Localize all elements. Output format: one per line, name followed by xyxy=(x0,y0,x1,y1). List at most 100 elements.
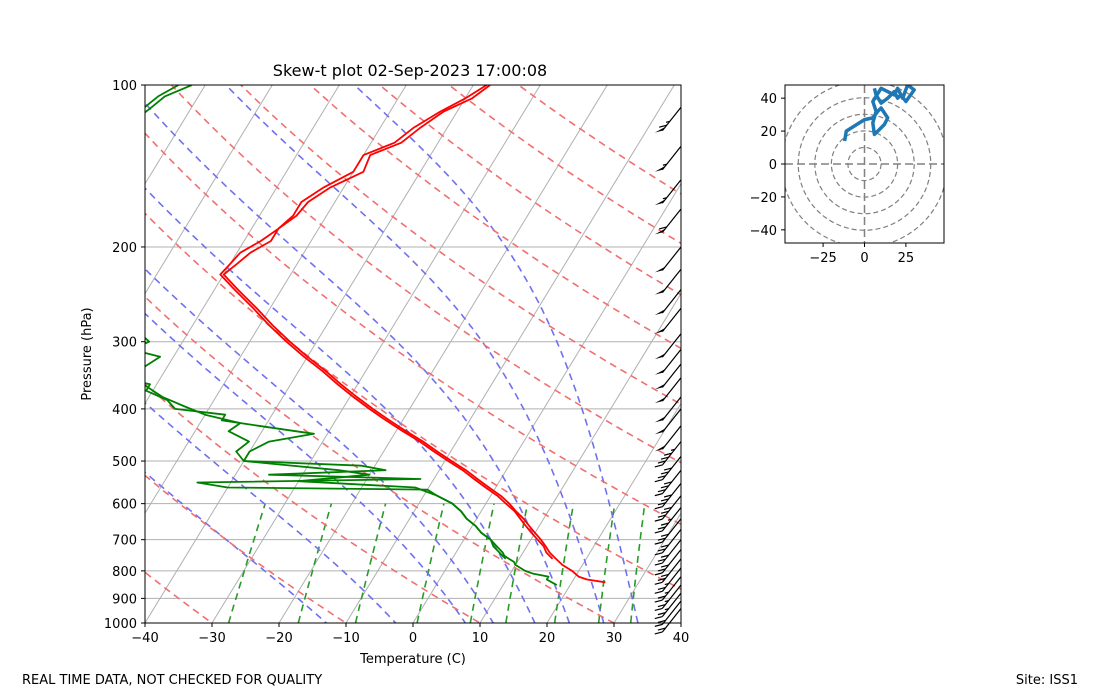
wind-barb-full xyxy=(654,572,663,576)
temperature-trace-2-profile xyxy=(219,85,554,560)
mixing-ratio-line xyxy=(597,503,616,623)
isotherm-line xyxy=(0,73,146,634)
mixing-ratio-line xyxy=(504,503,529,623)
temperature-profile xyxy=(222,85,606,584)
wind-barb-half xyxy=(664,591,669,594)
wind-barb-full xyxy=(657,475,666,479)
moist-adiabat xyxy=(145,471,328,623)
wind-barb-flag xyxy=(654,383,666,390)
wind-barb-full xyxy=(660,573,669,578)
pressure-gridlines xyxy=(145,85,681,623)
wind-barb-full xyxy=(657,537,666,541)
wind-barb-full xyxy=(654,541,663,545)
wind-barb-shaft xyxy=(661,549,682,574)
wind-barb xyxy=(654,307,682,334)
wind-barb-full xyxy=(657,627,666,631)
y-tick-label: 600 xyxy=(112,498,137,513)
hodograph-x-axis: −25 0 25 xyxy=(809,243,914,266)
wind-barb-full xyxy=(657,548,666,552)
wind-barb-full xyxy=(660,471,669,475)
wind-barb-full xyxy=(654,479,663,483)
skewt-frame xyxy=(144,84,682,624)
mixing-ratio-line xyxy=(354,503,387,623)
isotherm-line xyxy=(0,73,12,634)
wind-barb xyxy=(654,246,682,273)
wind-barb xyxy=(654,507,682,534)
y-tick-label: 900 xyxy=(112,592,137,607)
mixing-ratio-line xyxy=(553,503,575,623)
mixing-ratio-line xyxy=(227,503,266,623)
wind-barb-full xyxy=(654,623,663,627)
wind-barb-full xyxy=(660,564,669,568)
moist-adiabats xyxy=(145,85,639,623)
hodograph-rings xyxy=(785,85,944,243)
wind-barb-full xyxy=(657,526,666,530)
hodograph-x-tick-label: 0 xyxy=(860,251,868,266)
wind-barb-half xyxy=(665,120,670,123)
wind-barb-full xyxy=(660,456,669,460)
wind-barb-full xyxy=(660,522,669,526)
wind-barb-flag xyxy=(654,228,666,235)
wind-barb xyxy=(654,348,682,375)
wind-barb xyxy=(654,608,682,635)
profile-series xyxy=(145,85,606,586)
isotherm-line xyxy=(479,292,681,623)
wind-barb-full xyxy=(654,464,663,468)
y-tick-label: 200 xyxy=(112,241,137,256)
wind-barb xyxy=(654,482,682,510)
hodograph-x-tick-label: 25 xyxy=(898,251,915,266)
wind-barb-full xyxy=(654,581,663,585)
wind-barb xyxy=(654,558,682,585)
skewt-plot: Skew-t plot 02-Sep-2023 17:00:08 −40 −30−… xyxy=(0,61,689,667)
wind-barb-full xyxy=(660,510,669,514)
wind-barb xyxy=(654,576,682,603)
mixing-ratio-lines xyxy=(227,503,646,623)
wind-barb-full xyxy=(663,481,672,485)
isotherm-line xyxy=(278,85,608,623)
x-tick-label: 10 xyxy=(472,631,489,646)
wind-barb-shaft xyxy=(661,584,682,609)
wind-barb-full xyxy=(663,452,672,456)
dry-adiabat xyxy=(309,85,681,350)
wind-barb-half xyxy=(664,600,669,603)
wind-barb-full xyxy=(657,568,666,572)
hodograph-y-tick-label: 40 xyxy=(760,92,777,107)
wind-barb-full xyxy=(657,619,666,624)
wind-barb-flag xyxy=(654,327,666,334)
wind-barb-shaft xyxy=(661,408,682,433)
wind-barb-full xyxy=(657,577,666,581)
moist-adiabat xyxy=(145,401,397,623)
wind-barb-flag xyxy=(654,266,666,273)
wind-barb-full xyxy=(660,485,669,489)
wind-barb xyxy=(654,495,682,522)
wind-barb-flag xyxy=(654,165,666,172)
wind-barb-full xyxy=(660,533,669,537)
y-tick-label: 700 xyxy=(112,534,137,549)
hodograph-y-tick-label: 0 xyxy=(769,158,777,173)
wind-barb-full xyxy=(654,518,663,522)
wind-barbs xyxy=(654,106,682,635)
wind-barb xyxy=(654,518,682,545)
y-axis-label: Pressure (hPa) xyxy=(80,307,95,400)
wind-barb-flag xyxy=(654,353,666,360)
wind-barb xyxy=(654,333,682,360)
wind-barb-full xyxy=(654,599,663,603)
wind-barb-full xyxy=(657,489,666,493)
wind-barb-full xyxy=(658,226,667,230)
dewpoint-profile xyxy=(145,85,558,586)
isotherm-line xyxy=(0,73,79,634)
y-axis: 100 200 300 400 500 600 700 800 900 1000 xyxy=(104,79,145,632)
hodograph-trace xyxy=(842,85,916,142)
wind-barb-half xyxy=(662,163,667,166)
wind-barb xyxy=(654,425,682,452)
wind-barb xyxy=(654,469,682,497)
wind-barb-full xyxy=(654,506,663,510)
moist-adiabat xyxy=(353,85,639,623)
y-tick-label: 800 xyxy=(112,565,137,580)
wind-barb xyxy=(654,179,682,206)
wind-barb-full xyxy=(657,595,666,599)
wind-barb-shaft xyxy=(661,268,682,293)
site-label: Site: ISS1 xyxy=(1015,673,1078,688)
x-tick-label: 20 xyxy=(539,631,556,646)
wind-barb xyxy=(654,363,682,390)
